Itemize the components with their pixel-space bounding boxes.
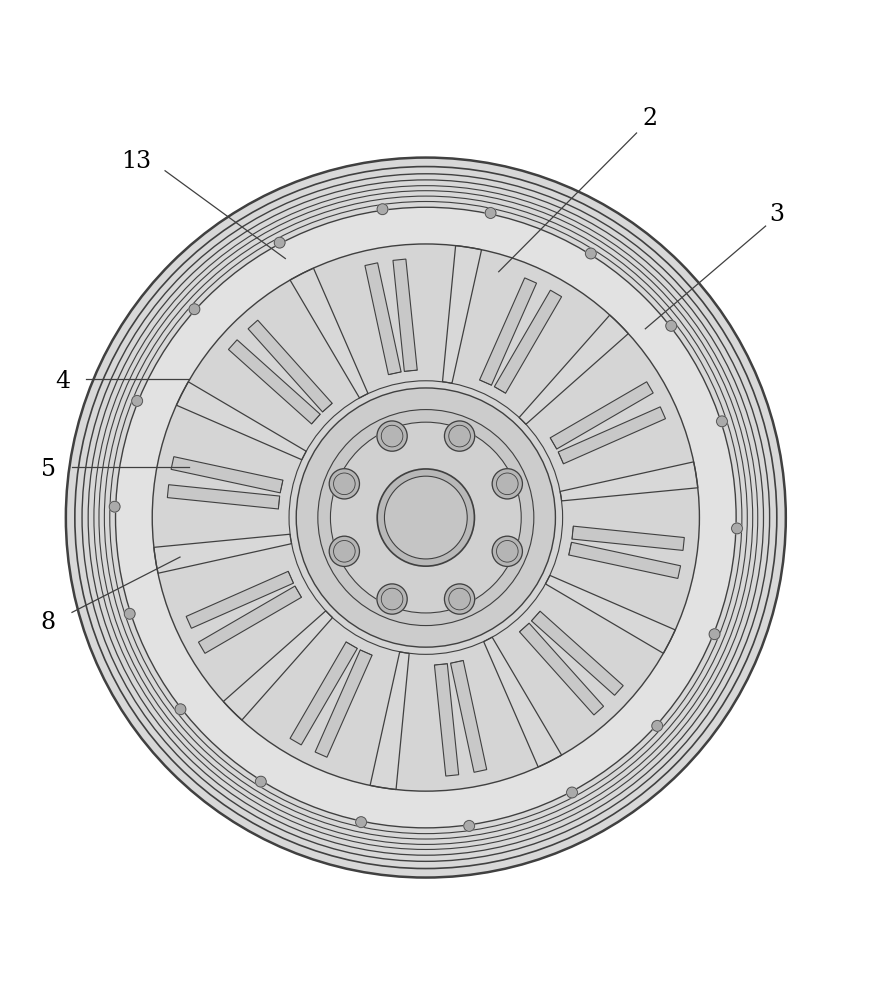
Polygon shape — [198, 586, 301, 653]
Polygon shape — [519, 623, 602, 715]
Text: 13: 13 — [121, 150, 151, 173]
Circle shape — [376, 421, 407, 451]
Polygon shape — [442, 246, 481, 383]
Circle shape — [731, 523, 742, 534]
Circle shape — [444, 421, 474, 451]
Polygon shape — [171, 457, 282, 493]
Circle shape — [355, 817, 366, 828]
Polygon shape — [289, 642, 357, 745]
Polygon shape — [571, 526, 683, 550]
Circle shape — [585, 248, 595, 259]
Circle shape — [444, 584, 474, 614]
Circle shape — [463, 821, 474, 831]
Circle shape — [116, 207, 735, 828]
Polygon shape — [545, 575, 674, 653]
Circle shape — [377, 469, 474, 566]
Polygon shape — [558, 407, 665, 464]
Polygon shape — [479, 278, 536, 385]
Circle shape — [317, 410, 533, 626]
Polygon shape — [223, 611, 332, 720]
Circle shape — [709, 629, 719, 640]
Circle shape — [376, 204, 388, 215]
Circle shape — [492, 469, 522, 499]
Polygon shape — [168, 485, 280, 509]
Circle shape — [189, 304, 200, 315]
Circle shape — [175, 704, 186, 715]
Circle shape — [125, 608, 135, 619]
Polygon shape — [289, 268, 367, 398]
Text: 5: 5 — [40, 458, 56, 481]
Circle shape — [255, 776, 266, 787]
Polygon shape — [186, 571, 293, 628]
Circle shape — [651, 721, 662, 731]
Circle shape — [274, 237, 285, 248]
Polygon shape — [560, 462, 697, 501]
Text: 8: 8 — [40, 611, 56, 634]
Polygon shape — [531, 611, 623, 695]
Polygon shape — [518, 315, 628, 424]
Text: 3: 3 — [768, 203, 784, 226]
Circle shape — [329, 469, 359, 499]
Polygon shape — [434, 664, 458, 776]
Polygon shape — [248, 320, 332, 412]
Circle shape — [152, 244, 699, 791]
Circle shape — [492, 536, 522, 566]
Polygon shape — [365, 263, 401, 375]
Polygon shape — [550, 382, 652, 449]
Text: 4: 4 — [55, 370, 71, 393]
Circle shape — [109, 501, 120, 512]
Polygon shape — [568, 542, 680, 578]
Polygon shape — [450, 660, 486, 772]
Circle shape — [66, 158, 785, 878]
Polygon shape — [228, 340, 320, 424]
Text: 2: 2 — [641, 107, 657, 130]
Polygon shape — [494, 290, 561, 393]
Circle shape — [329, 536, 359, 566]
Circle shape — [330, 422, 521, 613]
Circle shape — [566, 787, 577, 798]
Polygon shape — [315, 650, 372, 757]
Polygon shape — [393, 259, 417, 371]
Polygon shape — [483, 637, 561, 767]
Circle shape — [485, 208, 496, 218]
Circle shape — [384, 476, 467, 559]
Circle shape — [296, 388, 555, 647]
Circle shape — [132, 396, 142, 406]
Polygon shape — [153, 534, 291, 573]
Circle shape — [376, 584, 407, 614]
Polygon shape — [176, 382, 306, 460]
Polygon shape — [370, 652, 409, 790]
Circle shape — [716, 416, 726, 427]
Circle shape — [665, 320, 676, 331]
